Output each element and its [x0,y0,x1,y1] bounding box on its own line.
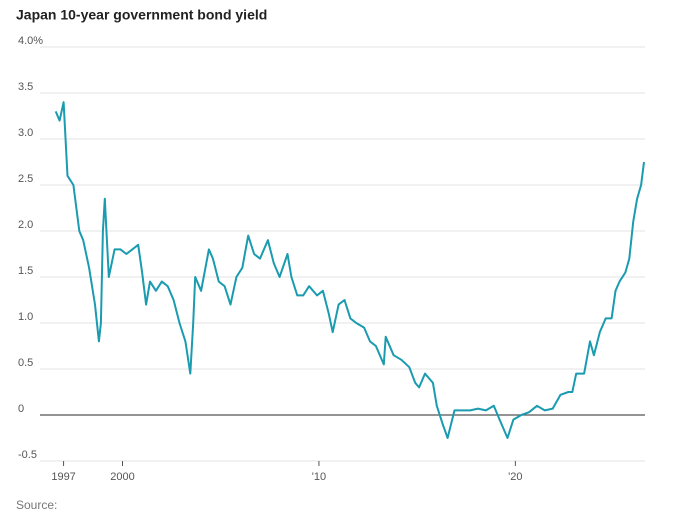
y-tick-label: 0 [18,403,24,415]
x-tick-label: '20 [508,471,522,483]
y-tick-label: 4.0% [18,35,43,47]
y-tick-label: 2.0 [18,219,33,231]
y-tick-label: 1.5 [18,265,33,277]
x-tick-label: 2000 [110,471,134,483]
x-tick-label: 1997 [51,471,75,483]
y-tick-label: 1.0 [18,311,33,323]
y-tick-label: 3.0 [18,127,33,139]
x-tick-label: '10 [312,471,326,483]
y-tick-label: 2.5 [18,173,33,185]
source: Source: [16,498,57,512]
chart-title: Japan 10-year government bond yield [16,7,267,23]
y-tick-label: 3.5 [18,81,33,93]
y-tick-label: -0.5 [18,449,37,461]
y-tick-label: 0.5 [18,357,33,369]
yield-line [54,101,645,439]
